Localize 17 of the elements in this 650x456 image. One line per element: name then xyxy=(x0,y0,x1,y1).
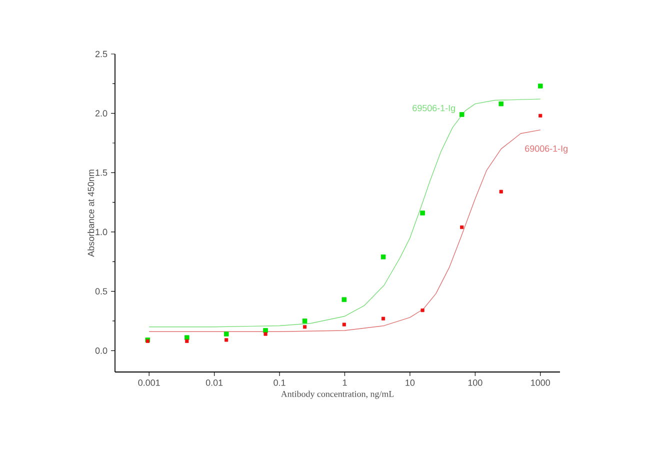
x-tick-label: 1000 xyxy=(531,380,550,386)
x-tick-label: 0.001 xyxy=(138,380,160,386)
y-tick-label: 1.0 xyxy=(96,228,108,236)
y-tick-label: 0.0 xyxy=(95,347,108,354)
x-tick-label: 0.01 xyxy=(206,380,223,386)
y-tick-label: 2.0 xyxy=(96,110,108,117)
y-tick-label: 2.5 xyxy=(96,50,108,58)
y-tick-label: 1.5 xyxy=(96,170,108,176)
x-tick-label: 100 xyxy=(468,380,482,386)
series-label: 69006-1-Ig xyxy=(525,145,568,154)
x-axis-title: Antibody concentration, ng/mL xyxy=(280,390,394,399)
y-tick-label: 0.5 xyxy=(95,288,108,294)
x-tick-label: 1 xyxy=(342,380,347,386)
y-axis-title: Absorbance at 450nm xyxy=(88,170,94,257)
series-label: 69506-1-Ig xyxy=(412,104,455,114)
x-tick-label: 10 xyxy=(406,380,415,386)
x-tick-label: 0.1 xyxy=(274,380,286,386)
